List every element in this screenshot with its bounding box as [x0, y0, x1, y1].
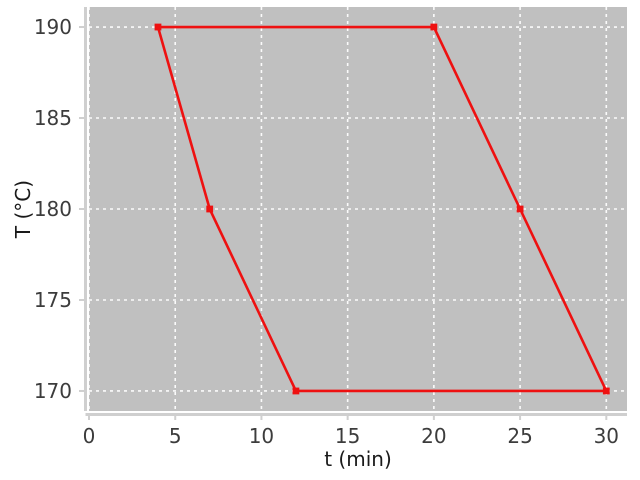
x-tick-label: 0 — [83, 424, 96, 448]
data-point-marker — [602, 387, 610, 395]
y-tick-label: 190 — [34, 15, 72, 39]
x-tick-label: 20 — [421, 424, 446, 448]
y-axis-title: T (°C) — [11, 180, 35, 239]
y-tick-label: 170 — [34, 379, 72, 403]
x-tick-label: 15 — [335, 424, 360, 448]
y-tick-label: 185 — [34, 106, 72, 130]
y-tick-labels: 170 175 180 185 190 — [34, 15, 72, 403]
data-point-marker — [430, 23, 438, 31]
data-point-marker — [516, 205, 524, 213]
y-tick-label: 180 — [34, 197, 72, 221]
data-point-marker — [154, 23, 162, 31]
x-tick-label: 10 — [249, 424, 274, 448]
x-tick-label: 30 — [594, 424, 619, 448]
x-tick-label: 5 — [169, 424, 182, 448]
y-tick-marks — [79, 26, 85, 392]
x-tick-labels: 0 5 10 15 20 25 30 — [83, 424, 619, 448]
data-point-marker — [292, 387, 300, 395]
x-gridlines — [88, 7, 608, 411]
y-tick-label: 175 — [34, 288, 72, 312]
series-markers — [154, 23, 610, 395]
x-tick-marks — [88, 414, 608, 420]
x-tick-label: 25 — [507, 424, 532, 448]
data-point-marker — [206, 205, 214, 213]
x-axis-title: t (min) — [324, 447, 392, 471]
